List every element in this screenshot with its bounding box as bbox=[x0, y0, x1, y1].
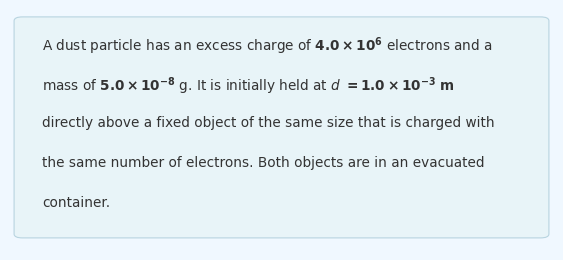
Text: mass of $\mathbf{5.0 \times 10^{-8}}$ g. It is initially held at $\mathit{d}$ $\: mass of $\mathbf{5.0 \times 10^{-8}}$ g.… bbox=[42, 75, 455, 97]
Text: container.: container. bbox=[42, 196, 110, 210]
Text: directly above a fixed object of the same size that is charged with: directly above a fixed object of the sam… bbox=[42, 116, 495, 130]
FancyBboxPatch shape bbox=[14, 17, 549, 238]
Text: the same number of electrons. Both objects are in an evacuated: the same number of electrons. Both objec… bbox=[42, 156, 485, 170]
Text: A dust particle has an excess charge of $\mathbf{4.0 \times 10^{6}}$ electrons a: A dust particle has an excess charge of … bbox=[42, 35, 493, 57]
